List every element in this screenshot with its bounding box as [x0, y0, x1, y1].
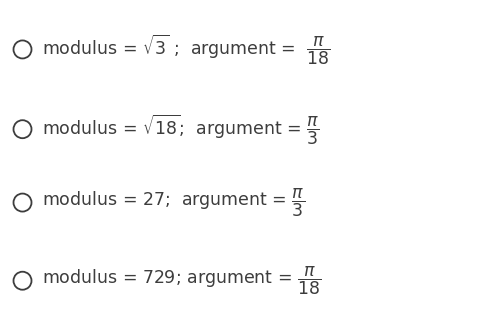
Text: modulus = $\sqrt{3}$ ;  argument =  $\dfrac{\pi}{18}$: modulus = $\sqrt{3}$ ; argument = $\dfra… [42, 32, 331, 67]
Text: modulus = $\sqrt{18}$;  argument = $\dfrac{\pi}{3}$: modulus = $\sqrt{18}$; argument = $\dfra… [42, 112, 320, 147]
Text: modulus = 729; argument = $\dfrac{\pi}{18}$: modulus = 729; argument = $\dfrac{\pi}{1… [42, 264, 322, 297]
Text: modulus = 27;  argument = $\dfrac{\pi}{3}$: modulus = 27; argument = $\dfrac{\pi}{3}… [42, 186, 306, 219]
